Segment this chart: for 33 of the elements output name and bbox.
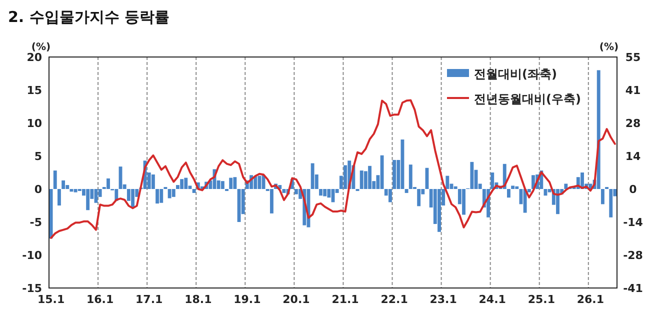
y-axis-title: (%) [31,42,51,53]
x-tick-label: 26.1 [576,293,604,306]
x-tick-label: 22.1 [380,293,408,306]
x-tick-label: 17.1 [136,293,163,306]
y-tick-label: -10 [22,249,42,262]
y-tick-label: 15 [26,84,42,97]
y2-tick-label: -28 [623,249,643,262]
y2-tick-label: 0 [629,183,638,196]
y-tick-label: 0 [34,183,42,196]
y2-tick-label: -14 [623,216,644,229]
x-tick-label: 15.1 [37,293,65,306]
y-tick-label: 10 [26,117,42,130]
y-tick-label: -5 [30,216,42,229]
x-tick-label: 18.1 [184,293,212,306]
x-tick-label: 24.1 [478,293,506,306]
y2-tick-label: -41 [623,282,643,295]
y2-tick-label: 28 [625,117,641,130]
y-tick-label: 20 [26,51,42,64]
x-tick-label: 21.1 [332,293,359,306]
y-tick-label: -15 [22,282,42,295]
legend-label: 전월대비(좌축) [474,67,557,81]
x-tick-label: 16.1 [86,293,114,306]
y2-tick-label: 41 [625,84,641,97]
x-tick-label: 19.1 [234,293,261,306]
chart-title: 2. 수입물가지수 등락률 [8,8,170,26]
x-tick-label: 20.1 [282,293,310,306]
y2-tick-label: 14 [625,150,641,163]
y-tick-label: 5 [34,150,42,163]
x-tick-label: 23.1 [430,293,457,306]
y2-axis-title: (%) [599,42,619,53]
legend-label: 전년동월대비(우축) [474,92,581,106]
x-tick-label: 25.1 [528,293,555,306]
y2-tick-label: 55 [625,51,641,64]
